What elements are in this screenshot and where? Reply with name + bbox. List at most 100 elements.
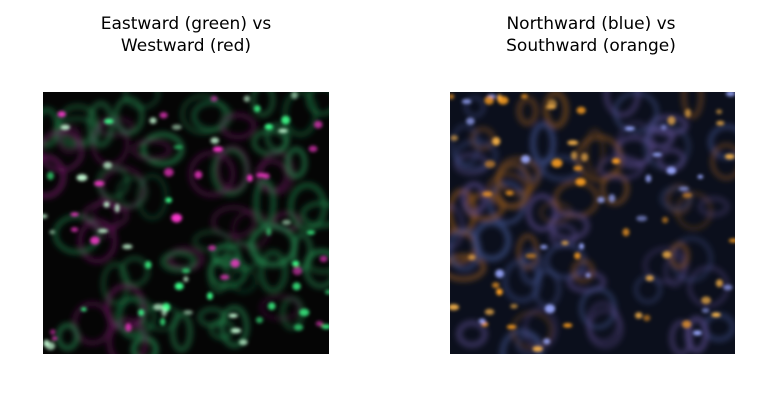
blob xyxy=(103,161,113,169)
ring xyxy=(501,258,543,304)
blob xyxy=(505,190,514,196)
blob xyxy=(715,279,724,288)
ring xyxy=(464,96,486,118)
blob xyxy=(450,135,459,141)
blob xyxy=(701,296,712,305)
blob xyxy=(484,308,495,316)
blob xyxy=(728,238,735,243)
blob xyxy=(308,145,318,153)
blob xyxy=(497,96,509,105)
blob xyxy=(230,259,240,268)
blob xyxy=(585,272,591,278)
blob xyxy=(210,137,220,144)
image-panel xyxy=(43,92,329,354)
blob xyxy=(51,336,58,341)
panel-title: Southward (orange) xyxy=(506,36,676,56)
blob xyxy=(264,123,274,130)
blob xyxy=(573,166,583,171)
ring xyxy=(548,211,590,241)
blob xyxy=(125,322,132,332)
blob xyxy=(496,288,503,296)
blob xyxy=(306,230,316,235)
blob xyxy=(701,308,710,313)
ring xyxy=(131,139,172,161)
blob xyxy=(567,140,579,146)
blob xyxy=(482,191,493,197)
blob xyxy=(153,303,164,311)
blob xyxy=(575,177,586,186)
ring xyxy=(106,317,149,354)
ring xyxy=(515,333,543,354)
blob xyxy=(622,228,630,237)
blob xyxy=(661,216,669,224)
ring xyxy=(288,182,328,232)
ring xyxy=(101,262,130,306)
blob xyxy=(228,313,238,318)
blob xyxy=(181,268,191,274)
ring xyxy=(229,266,258,294)
blob xyxy=(678,186,689,191)
blob xyxy=(43,214,48,219)
blob xyxy=(173,145,183,150)
blob xyxy=(206,292,213,300)
blob xyxy=(80,307,87,312)
blob xyxy=(532,346,543,352)
blob xyxy=(682,320,692,329)
blob xyxy=(291,92,298,99)
blob xyxy=(478,318,486,324)
blob xyxy=(238,339,248,346)
blob xyxy=(47,171,54,181)
blob xyxy=(50,329,56,335)
blob xyxy=(525,253,537,259)
ring xyxy=(248,223,298,268)
panel-title: Eastward (green) vs xyxy=(101,14,272,34)
blob xyxy=(544,304,556,314)
blob xyxy=(551,158,563,168)
blob xyxy=(144,261,152,269)
blob xyxy=(292,266,303,276)
blob xyxy=(547,99,557,108)
blob xyxy=(49,230,56,235)
blob xyxy=(267,302,276,310)
blob xyxy=(292,282,301,291)
ring xyxy=(140,132,185,167)
blob xyxy=(716,109,723,115)
ring xyxy=(304,249,329,275)
ring xyxy=(216,145,250,192)
ring xyxy=(113,96,145,136)
texture-rings xyxy=(43,92,329,354)
ring xyxy=(566,270,607,294)
blob xyxy=(114,203,120,213)
blob xyxy=(212,146,224,152)
blob xyxy=(315,321,324,327)
blob xyxy=(484,160,496,168)
blob xyxy=(262,173,270,180)
blob xyxy=(510,304,518,309)
blob xyxy=(725,92,735,97)
blob xyxy=(611,158,621,165)
ring xyxy=(219,305,250,348)
blob xyxy=(576,106,586,114)
ring xyxy=(253,178,277,228)
blob xyxy=(183,276,189,282)
ring xyxy=(300,201,329,228)
blob xyxy=(45,342,56,351)
blob xyxy=(492,136,501,146)
image-panel xyxy=(450,92,735,354)
ring xyxy=(104,283,146,332)
ring xyxy=(613,134,654,169)
blob xyxy=(255,316,264,324)
blob xyxy=(543,338,551,345)
blob xyxy=(643,314,651,322)
ring xyxy=(43,154,67,199)
ring xyxy=(663,254,686,288)
blob xyxy=(491,282,500,289)
blob xyxy=(219,274,230,280)
blob xyxy=(723,284,733,291)
blob xyxy=(293,324,304,331)
ring xyxy=(543,92,569,129)
texture-rings xyxy=(450,92,735,354)
texture-dots xyxy=(450,92,735,352)
blob xyxy=(608,194,616,203)
ring xyxy=(571,258,595,284)
